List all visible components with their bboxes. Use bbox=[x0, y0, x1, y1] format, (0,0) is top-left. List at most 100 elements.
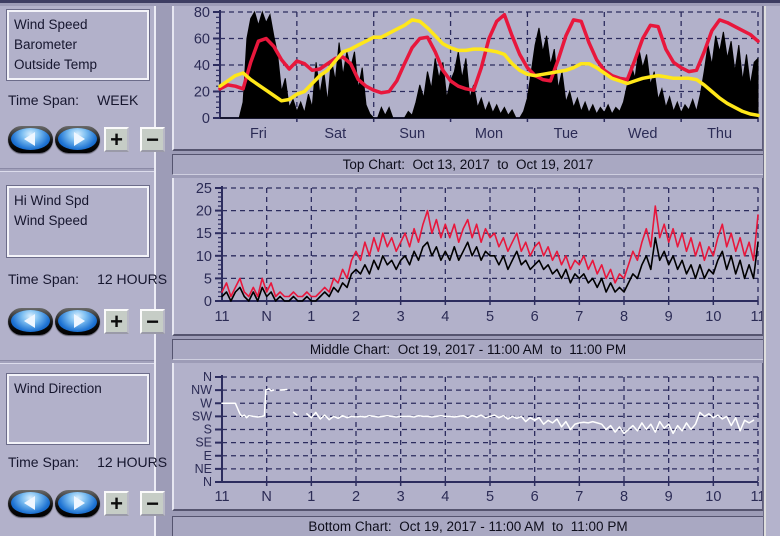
zoom-out-button[interactable]: − bbox=[140, 491, 165, 516]
svg-text:N: N bbox=[261, 309, 271, 325]
svg-text:0: 0 bbox=[204, 294, 212, 310]
svg-text:Sun: Sun bbox=[399, 126, 425, 142]
zoom-in-button[interactable]: + bbox=[104, 309, 129, 334]
svg-text:Thu: Thu bbox=[707, 126, 732, 142]
middle-chart-plot[interactable]: 0 5 10 15 20 25 11 N 1 2 3 4 5 6 7 8 9 10 11 bbox=[174, 178, 762, 334]
svg-text:Fri: Fri bbox=[250, 126, 267, 142]
bottom-chart-caption: Bottom Chart: Oct 19, 2017 - 11:00 AM to… bbox=[172, 516, 764, 536]
bottom-chart-controls: Wind Direction Time Span: 12 HOURS + − bbox=[0, 364, 167, 536]
svg-text:40: 40 bbox=[194, 58, 210, 74]
svg-text:Mon: Mon bbox=[475, 126, 503, 142]
charts-column: 0 20 40 60 80 Fri Sat Sun Mon Tue Wed Thu Top Chart… bbox=[172, 6, 764, 536]
left-arrow-icon bbox=[11, 310, 50, 332]
bottom-chart-plot[interactable]: NNWWSWSSEENEN11N1234567891011 bbox=[174, 363, 762, 509]
svg-text:Sat: Sat bbox=[324, 126, 346, 142]
section-divider bbox=[0, 168, 154, 172]
svg-text:Tue: Tue bbox=[554, 126, 578, 142]
svg-text:7: 7 bbox=[575, 309, 583, 325]
scroll-right-button[interactable] bbox=[55, 490, 100, 517]
top-chart-plot[interactable]: 0 20 40 60 80 Fri Sat Sun Mon Tue Wed Thu bbox=[174, 6, 762, 149]
svg-text:E: E bbox=[204, 449, 212, 463]
svg-text:Wed: Wed bbox=[628, 126, 658, 142]
middle-chart-controls: Hi Wind Spd Wind Speed Time Span: 12 HOUR… bbox=[0, 172, 167, 360]
top-series-listbox[interactable]: Wind Speed Barometer Outside Temp bbox=[6, 9, 150, 81]
svg-text:10: 10 bbox=[196, 249, 212, 265]
scroll-right-button[interactable] bbox=[55, 308, 100, 335]
svg-text:60: 60 bbox=[194, 32, 210, 48]
left-arrow-icon bbox=[11, 492, 50, 514]
svg-text:11: 11 bbox=[750, 309, 762, 325]
svg-text:4: 4 bbox=[441, 489, 449, 505]
svg-text:11: 11 bbox=[214, 309, 229, 325]
svg-text:S: S bbox=[204, 423, 212, 437]
svg-text:80: 80 bbox=[194, 6, 210, 21]
time-span-label: Time Span: bbox=[8, 454, 80, 470]
svg-text:SW: SW bbox=[192, 409, 212, 423]
section-divider bbox=[0, 360, 154, 364]
series-item[interactable]: Barometer bbox=[14, 37, 78, 52]
right-arrow-icon bbox=[58, 310, 97, 332]
svg-text:15: 15 bbox=[196, 226, 212, 242]
svg-text:10: 10 bbox=[705, 309, 721, 325]
scroll-left-button[interactable] bbox=[8, 308, 53, 335]
top-chart-controls: Wind Speed Barometer Outside Temp Time S… bbox=[0, 6, 165, 168]
svg-text:3: 3 bbox=[397, 309, 405, 325]
middle-chart[interactable]: 0 5 10 15 20 25 11 N 1 2 3 4 5 6 7 8 9 10 11 bbox=[172, 178, 764, 336]
right-arrow-icon bbox=[58, 128, 97, 150]
scroll-right-button[interactable] bbox=[55, 126, 100, 153]
control-column: Wind Speed Barometer Outside Temp Time S… bbox=[0, 6, 167, 536]
bottom-chart[interactable]: NNWWSWSSEENEN11N1234567891011 bbox=[172, 363, 764, 511]
time-span-label: Time Span: bbox=[8, 271, 80, 287]
svg-text:N: N bbox=[203, 475, 212, 489]
zoom-in-button[interactable]: + bbox=[104, 127, 129, 152]
series-item[interactable]: Wind Speed bbox=[14, 17, 88, 32]
time-span-value: 12 HOURS bbox=[97, 271, 168, 287]
series-item[interactable]: Wind Speed bbox=[14, 213, 88, 228]
caption-text: Middle Chart: Oct 19, 2017 - 11:00 AM to… bbox=[309, 342, 627, 357]
svg-text:N: N bbox=[203, 370, 212, 384]
middle-chart-caption: Middle Chart: Oct 19, 2017 - 11:00 AM to… bbox=[172, 339, 764, 360]
svg-text:20: 20 bbox=[196, 204, 212, 220]
svg-text:2: 2 bbox=[352, 309, 360, 325]
svg-text:9: 9 bbox=[665, 309, 673, 325]
svg-text:11: 11 bbox=[750, 489, 762, 505]
top-chart[interactable]: 0 20 40 60 80 Fri Sat Sun Mon Tue Wed Thu bbox=[172, 6, 764, 151]
svg-text:NE: NE bbox=[195, 462, 212, 476]
svg-text:W: W bbox=[200, 396, 212, 410]
svg-text:6: 6 bbox=[531, 489, 539, 505]
series-item[interactable]: Wind Direction bbox=[14, 381, 102, 396]
zoom-out-button[interactable]: − bbox=[140, 309, 165, 334]
svg-text:0: 0 bbox=[202, 111, 210, 127]
top-chart-buttons: + − bbox=[8, 126, 165, 156]
svg-text:11: 11 bbox=[214, 489, 229, 505]
svg-text:NW: NW bbox=[191, 383, 212, 397]
bottom-chart-buttons: + − bbox=[8, 490, 165, 520]
svg-text:9: 9 bbox=[665, 489, 673, 505]
svg-text:SE: SE bbox=[195, 436, 212, 450]
svg-text:N: N bbox=[261, 489, 271, 505]
svg-text:1: 1 bbox=[307, 489, 315, 505]
svg-text:4: 4 bbox=[441, 309, 449, 325]
series-item[interactable]: Hi Wind Spd bbox=[14, 193, 90, 208]
svg-text:7: 7 bbox=[575, 489, 583, 505]
time-span-value: WEEK bbox=[97, 92, 139, 108]
top-chart-caption: Top Chart: Oct 13, 2017 to Oct 19, 2017 bbox=[172, 154, 764, 175]
svg-text:1: 1 bbox=[307, 309, 315, 325]
bottom-series-listbox[interactable]: Wind Direction bbox=[6, 373, 150, 445]
svg-text:6: 6 bbox=[531, 309, 539, 325]
time-span-row: Time Span: WEEK bbox=[8, 92, 138, 108]
middle-series-listbox[interactable]: Hi Wind Spd Wind Speed bbox=[6, 185, 150, 258]
zoom-in-button[interactable]: + bbox=[104, 491, 129, 516]
caption-text: Bottom Chart: Oct 19, 2017 - 11:00 AM to… bbox=[308, 519, 628, 534]
scroll-left-button[interactable] bbox=[8, 126, 53, 153]
time-span-label: Time Span: bbox=[8, 92, 80, 108]
series-item[interactable]: Outside Temp bbox=[14, 57, 98, 72]
svg-text:2: 2 bbox=[352, 489, 360, 505]
scroll-left-button[interactable] bbox=[8, 490, 53, 517]
svg-text:3: 3 bbox=[397, 489, 405, 505]
zoom-out-button[interactable]: − bbox=[140, 127, 165, 152]
right-arrow-icon bbox=[58, 492, 97, 514]
svg-text:8: 8 bbox=[620, 309, 628, 325]
svg-text:5: 5 bbox=[204, 271, 212, 287]
